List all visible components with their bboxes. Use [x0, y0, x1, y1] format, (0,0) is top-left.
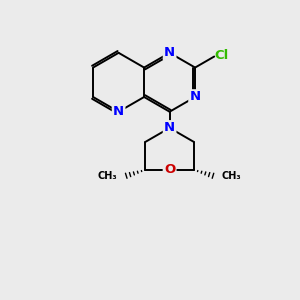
Text: N: N — [164, 46, 175, 59]
Text: N: N — [164, 122, 175, 134]
Text: Cl: Cl — [214, 49, 229, 62]
Text: CH₃: CH₃ — [98, 171, 117, 181]
Text: N: N — [190, 91, 201, 103]
Text: N: N — [113, 105, 124, 118]
Text: CH₃: CH₃ — [222, 171, 242, 181]
Text: O: O — [164, 164, 175, 176]
